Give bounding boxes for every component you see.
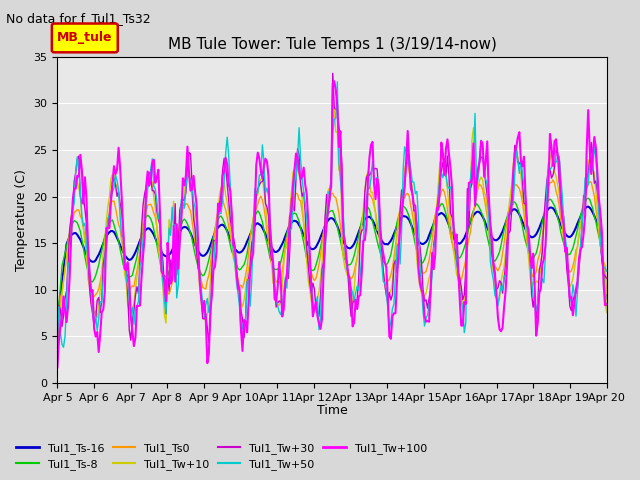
Tul1_Tw+100 (330, 78, 338, 84)
Line: Tul1_Ts0: Tul1_Ts0 (58, 180, 607, 343)
Line: Tul1_Ts-16: Tul1_Ts-16 (58, 206, 607, 321)
Tul1_Tw+50 (237, 330, 245, 336)
Tul1_Ts-16 (121, 252, 129, 258)
Title: MB Tule Tower: Tule Temps 1 (3/19/14-now): MB Tule Tower: Tule Temps 1 (3/19/14-now… (168, 36, 497, 51)
Tul1_Tw+100 (603, 301, 611, 307)
Tul1_Ts-16 (236, 250, 243, 255)
Tul1_Ts0 (236, 283, 243, 289)
Tul1_Ts-8 (236, 267, 243, 273)
Tul1_Tw+50 (575, 259, 583, 265)
Tul1_Ts-8 (217, 213, 225, 219)
Tul1_Ts0 (121, 259, 129, 265)
Tul1_Ts0 (549, 177, 557, 182)
Tul1_Tw+50 (333, 79, 341, 84)
Tul1_Tw+30 (217, 191, 225, 196)
Tul1_Ts-8 (121, 267, 129, 273)
Line: Tul1_Tw+10: Tul1_Tw+10 (58, 108, 607, 342)
Tul1_Tw+50 (54, 331, 61, 337)
Tul1_Ts-16 (572, 225, 580, 230)
Line: Tul1_Tw+50: Tul1_Tw+50 (58, 82, 607, 347)
Tul1_Tw+30 (244, 276, 252, 281)
Tul1_Ts0 (244, 251, 252, 256)
Tul1_Ts-8 (244, 241, 252, 247)
Y-axis label: Temperature (C): Temperature (C) (15, 169, 28, 271)
Tul1_Tw+30 (121, 256, 129, 262)
Tul1_Tw+100 (121, 266, 129, 272)
Tul1_Tw+10 (217, 185, 225, 191)
Text: MB_tule: MB_tule (57, 31, 113, 45)
Tul1_Tw+100 (54, 364, 61, 370)
Tul1_Tw+50 (295, 125, 303, 131)
X-axis label: Time: Time (317, 404, 348, 417)
Tul1_Ts-16 (603, 296, 611, 302)
Tul1_Tw+30 (294, 146, 301, 152)
Tul1_Tw+30 (573, 286, 581, 291)
Legend: Tul1_Ts-16, Tul1_Ts-8, Tul1_Ts0, Tul1_Tw+10, Tul1_Tw+30, Tul1_Tw+50, Tul1_Tw+100: Tul1_Ts-16, Tul1_Ts-8, Tul1_Ts0, Tul1_Tw… (12, 438, 431, 474)
Tul1_Tw+30 (603, 276, 611, 281)
Tul1_Tw+100 (573, 278, 581, 284)
Tul1_Tw+100 (294, 155, 301, 160)
Tul1_Ts-16 (54, 318, 61, 324)
Tul1_Ts-16 (294, 219, 301, 225)
Tul1_Tw+10 (54, 339, 61, 345)
Tul1_Tw+50 (60, 344, 67, 350)
Tul1_Tw+30 (329, 71, 337, 76)
Tul1_Ts-16 (584, 204, 592, 209)
Tul1_Ts0 (54, 340, 61, 346)
Tul1_Tw+10 (330, 106, 338, 111)
Tul1_Ts0 (603, 291, 611, 297)
Line: Tul1_Tw+30: Tul1_Tw+30 (58, 73, 607, 346)
Tul1_Tw+50 (246, 303, 254, 309)
Tul1_Tw+100 (236, 285, 243, 290)
Line: Tul1_Ts-8: Tul1_Ts-8 (58, 198, 607, 322)
Text: No data for f_Tul1_Ts32: No data for f_Tul1_Ts32 (6, 12, 151, 25)
Tul1_Tw+10 (573, 242, 581, 248)
Tul1_Tw+10 (294, 167, 301, 173)
Tul1_Tw+100 (244, 300, 252, 305)
Tul1_Tw+10 (244, 266, 252, 272)
Tul1_Ts-8 (54, 319, 61, 324)
Tul1_Tw+10 (121, 271, 129, 277)
Tul1_Ts0 (573, 244, 581, 250)
Tul1_Ts0 (294, 192, 301, 197)
Tul1_Tw+10 (236, 292, 243, 298)
Line: Tul1_Tw+100: Tul1_Tw+100 (58, 81, 607, 367)
Tul1_Tw+50 (122, 275, 130, 281)
Tul1_Ts-16 (244, 235, 252, 241)
Tul1_Tw+50 (603, 268, 611, 274)
Tul1_Tw+10 (603, 310, 611, 315)
Tul1_Tw+50 (219, 196, 227, 202)
Tul1_Ts-16 (217, 222, 225, 228)
Tul1_Ts-8 (294, 215, 301, 220)
Tul1_Tw+30 (236, 287, 243, 293)
Tul1_Ts-8 (572, 233, 580, 239)
Tul1_Tw+100 (217, 201, 225, 207)
Tul1_Tw+30 (54, 343, 61, 348)
Tul1_Ts-8 (603, 307, 611, 313)
Tul1_Ts-8 (584, 195, 592, 201)
Tul1_Ts0 (217, 195, 225, 201)
